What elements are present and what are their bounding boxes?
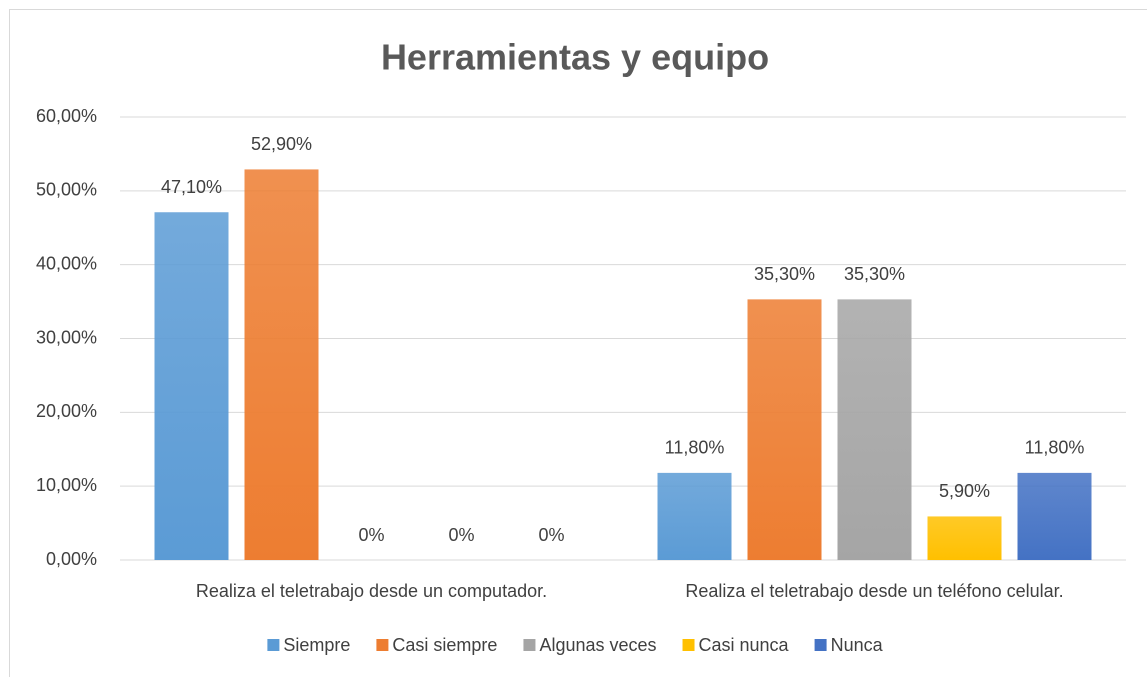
y-tick-label: 10,00% xyxy=(36,475,97,495)
legend-swatch xyxy=(682,639,695,651)
data-label: 0% xyxy=(448,525,474,545)
legend-label: Casi siempre xyxy=(392,635,497,655)
data-label: 11,80% xyxy=(665,438,725,458)
legend-swatch xyxy=(814,639,827,651)
legend-swatch xyxy=(376,639,389,651)
bar xyxy=(837,299,912,560)
chart-title: Herramientas y equipo xyxy=(381,37,769,78)
y-tick-label: 60,00% xyxy=(36,106,97,126)
data-label: 47,10% xyxy=(161,177,222,197)
legend-label: Nunca xyxy=(831,635,884,655)
y-tick-label: 50,00% xyxy=(36,180,97,200)
bar xyxy=(244,169,319,560)
data-label: 11,80% xyxy=(1025,438,1085,458)
bar xyxy=(657,472,732,560)
data-label: 0% xyxy=(538,525,564,545)
bar xyxy=(1017,472,1092,560)
x-tick-label: Realiza el teletrabajo desde un teléfono… xyxy=(685,581,1063,601)
legend-label: Algunas veces xyxy=(539,635,656,655)
data-label: 52,90% xyxy=(251,134,312,154)
legend-label: Casi nunca xyxy=(699,635,790,655)
data-label: 0% xyxy=(358,525,384,545)
legend-label: Siempre xyxy=(283,635,350,655)
bar xyxy=(747,299,822,560)
x-tick-label: Realiza el teletrabajo desde un computad… xyxy=(196,581,547,601)
data-label: 35,30% xyxy=(754,264,815,284)
y-tick-label: 30,00% xyxy=(36,327,97,347)
y-tick-label: 20,00% xyxy=(36,401,97,421)
legend-swatch xyxy=(267,639,280,651)
y-tick-label: 40,00% xyxy=(36,253,97,273)
bar xyxy=(927,516,1002,560)
data-label: 5,90% xyxy=(939,481,990,501)
y-tick-label: 0,00% xyxy=(46,549,97,569)
bar xyxy=(154,212,229,560)
legend-swatch xyxy=(523,639,536,651)
data-label: 35,30% xyxy=(844,264,905,284)
